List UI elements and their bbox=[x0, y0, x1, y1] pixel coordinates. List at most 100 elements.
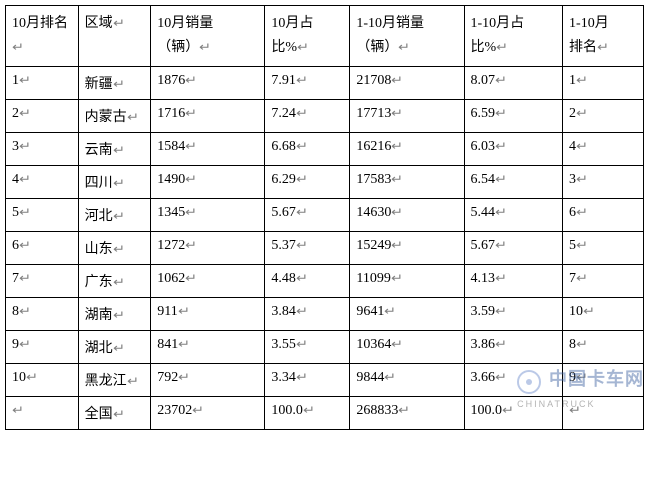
table-cell: 792↵ bbox=[151, 363, 265, 396]
table-cell: 911↵ bbox=[151, 297, 265, 330]
table-cell: 4.13↵ bbox=[464, 264, 563, 297]
table-cell: 3.84↵ bbox=[265, 297, 350, 330]
table-cell: 1062↵ bbox=[151, 264, 265, 297]
column-header: 1-10月占比%↵ bbox=[464, 6, 563, 67]
table-cell: 7.24↵ bbox=[265, 99, 350, 132]
table-cell: 3.55↵ bbox=[265, 330, 350, 363]
table-row: 1↵新疆↵1876↵7.91↵21708↵8.07↵1↵ bbox=[6, 66, 644, 99]
table-cell: 四川↵ bbox=[78, 165, 151, 198]
table-cell: 5.37↵ bbox=[265, 231, 350, 264]
table-cell: 黑龙江↵ bbox=[78, 363, 151, 396]
table-cell: 1345↵ bbox=[151, 198, 265, 231]
table-cell: ↵ bbox=[563, 396, 644, 429]
table-cell: 10364↵ bbox=[350, 330, 464, 363]
table-cell: 5↵ bbox=[563, 231, 644, 264]
table-cell: 6.68↵ bbox=[265, 132, 350, 165]
table-cell: 3.34↵ bbox=[265, 363, 350, 396]
table-cell: 5.67↵ bbox=[265, 198, 350, 231]
table-cell: 3↵ bbox=[563, 165, 644, 198]
column-header: 区域↵ bbox=[78, 6, 151, 67]
table-cell: 2↵ bbox=[563, 99, 644, 132]
table-cell: 9↵ bbox=[563, 363, 644, 396]
table-cell: 广东↵ bbox=[78, 264, 151, 297]
table-cell: 3.59↵ bbox=[464, 297, 563, 330]
table-cell: 全国↵ bbox=[78, 396, 151, 429]
table-cell: 6.03↵ bbox=[464, 132, 563, 165]
table-cell: 4.48↵ bbox=[265, 264, 350, 297]
column-header: 10月销量（辆）↵ bbox=[151, 6, 265, 67]
header-row: 10月排名↵区域↵10月销量（辆）↵10月占比%↵1-10月销量（辆）↵1-10… bbox=[6, 6, 644, 67]
table-cell: 1490↵ bbox=[151, 165, 265, 198]
table-cell: 14630↵ bbox=[350, 198, 464, 231]
table-body: 1↵新疆↵1876↵7.91↵21708↵8.07↵1↵2↵内蒙古↵1716↵7… bbox=[6, 66, 644, 429]
table-cell: 7.91↵ bbox=[265, 66, 350, 99]
table-cell: 8.07↵ bbox=[464, 66, 563, 99]
table-cell: 16216↵ bbox=[350, 132, 464, 165]
table-cell: 湖北↵ bbox=[78, 330, 151, 363]
table-cell: 10↵ bbox=[6, 363, 79, 396]
table-cell: 1↵ bbox=[563, 66, 644, 99]
table-row: 5↵河北↵1345↵5.67↵14630↵5.44↵6↵ bbox=[6, 198, 644, 231]
column-header: 1-10月销量（辆）↵ bbox=[350, 6, 464, 67]
table-cell: 内蒙古↵ bbox=[78, 99, 151, 132]
table-cell: 6.54↵ bbox=[464, 165, 563, 198]
table-cell: 5.44↵ bbox=[464, 198, 563, 231]
column-header: 10月排名↵ bbox=[6, 6, 79, 67]
table-cell: 10↵ bbox=[563, 297, 644, 330]
table-cell: 8↵ bbox=[563, 330, 644, 363]
table-cell: 1↵ bbox=[6, 66, 79, 99]
table-cell: 河北↵ bbox=[78, 198, 151, 231]
table-row: 3↵云南↵1584↵6.68↵16216↵6.03↵4↵ bbox=[6, 132, 644, 165]
table-cell: 1584↵ bbox=[151, 132, 265, 165]
table-cell: 17583↵ bbox=[350, 165, 464, 198]
table-cell: 100.0↵ bbox=[464, 396, 563, 429]
column-header: 10月占比%↵ bbox=[265, 6, 350, 67]
column-header: 1-10月排名↵ bbox=[563, 6, 644, 67]
table-cell: 5.67↵ bbox=[464, 231, 563, 264]
table-cell: 6↵ bbox=[563, 198, 644, 231]
table-cell: 1272↵ bbox=[151, 231, 265, 264]
table-cell: 11099↵ bbox=[350, 264, 464, 297]
table-cell: 9↵ bbox=[6, 330, 79, 363]
table-cell: 1716↵ bbox=[151, 99, 265, 132]
table-cell: 9641↵ bbox=[350, 297, 464, 330]
table-cell: 6.59↵ bbox=[464, 99, 563, 132]
table-row: 10↵黑龙江↵792↵3.34↵9844↵3.66↵9↵ bbox=[6, 363, 644, 396]
table-cell: 5↵ bbox=[6, 198, 79, 231]
table-cell: 2↵ bbox=[6, 99, 79, 132]
table-cell: 山东↵ bbox=[78, 231, 151, 264]
table-cell: 1876↵ bbox=[151, 66, 265, 99]
table-cell: 8↵ bbox=[6, 297, 79, 330]
table-row: 7↵广东↵1062↵4.48↵11099↵4.13↵7↵ bbox=[6, 264, 644, 297]
table-cell: 268833↵ bbox=[350, 396, 464, 429]
table-cell: 云南↵ bbox=[78, 132, 151, 165]
table-cell: 7↵ bbox=[563, 264, 644, 297]
table-cell: 6↵ bbox=[6, 231, 79, 264]
table-cell: 4↵ bbox=[6, 165, 79, 198]
table-cell: 100.0↵ bbox=[265, 396, 350, 429]
table-cell: ↵ bbox=[6, 396, 79, 429]
table-cell: 4↵ bbox=[563, 132, 644, 165]
table-cell: 新疆↵ bbox=[78, 66, 151, 99]
table-cell: 7↵ bbox=[6, 264, 79, 297]
table-cell: 6.29↵ bbox=[265, 165, 350, 198]
table-cell: 21708↵ bbox=[350, 66, 464, 99]
table-row: 6↵山东↵1272↵5.37↵15249↵5.67↵5↵ bbox=[6, 231, 644, 264]
table-cell: 15249↵ bbox=[350, 231, 464, 264]
table-row: 8↵湖南↵911↵3.84↵9641↵3.59↵10↵ bbox=[6, 297, 644, 330]
table-cell: 3.66↵ bbox=[464, 363, 563, 396]
table-row: 9↵湖北↵841↵3.55↵10364↵3.86↵8↵ bbox=[6, 330, 644, 363]
table-cell: 23702↵ bbox=[151, 396, 265, 429]
table-row: 4↵四川↵1490↵6.29↵17583↵6.54↵3↵ bbox=[6, 165, 644, 198]
table-head: 10月排名↵区域↵10月销量（辆）↵10月占比%↵1-10月销量（辆）↵1-10… bbox=[6, 6, 644, 67]
table-cell: 17713↵ bbox=[350, 99, 464, 132]
table-cell: 841↵ bbox=[151, 330, 265, 363]
table-cell: 湖南↵ bbox=[78, 297, 151, 330]
sales-table: 10月排名↵区域↵10月销量（辆）↵10月占比%↵1-10月销量（辆）↵1-10… bbox=[5, 5, 644, 430]
table-cell: 3.86↵ bbox=[464, 330, 563, 363]
table-cell: 9844↵ bbox=[350, 363, 464, 396]
table-row: 2↵内蒙古↵1716↵7.24↵17713↵6.59↵2↵ bbox=[6, 99, 644, 132]
table-cell: 3↵ bbox=[6, 132, 79, 165]
page-wrapper: 10月排名↵区域↵10月销量（辆）↵10月占比%↵1-10月销量（辆）↵1-10… bbox=[5, 5, 649, 430]
table-row: ↵全国↵23702↵100.0↵268833↵100.0↵↵ bbox=[6, 396, 644, 429]
